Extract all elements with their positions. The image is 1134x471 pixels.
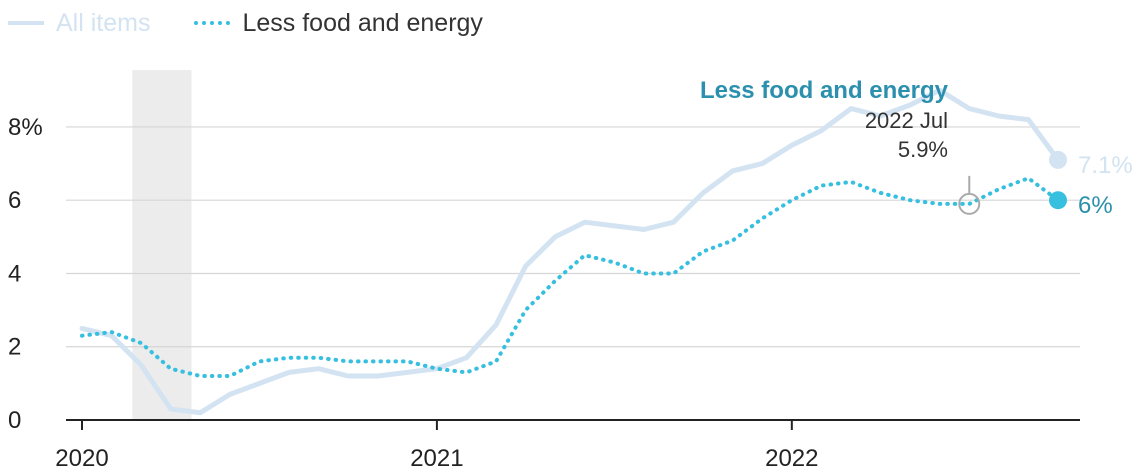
grid-layer xyxy=(66,126,1080,348)
x-tick-label: 2020 xyxy=(55,445,108,471)
series-end-marker xyxy=(1049,150,1067,169)
y-tick-label: 4 xyxy=(8,260,21,287)
annotation-date: 2022 Jul xyxy=(865,108,948,133)
legend-label: All items xyxy=(56,8,151,37)
annotation-value: 5.9% xyxy=(898,137,948,162)
legend-item-all-items: All items xyxy=(8,9,150,38)
annotation-layer: Less food and energy 2022 Jul 5.9% xyxy=(700,77,981,215)
series-end-label: 7.1% xyxy=(1078,152,1133,179)
y-tick-label: 6 xyxy=(8,187,21,214)
y-tick-label: 8% xyxy=(8,114,43,141)
series-line-less-food-and-energy xyxy=(80,176,1060,378)
series-line-all-items xyxy=(79,87,1061,416)
x-tick-label: 2021 xyxy=(410,445,463,471)
series-end-label: 6% xyxy=(1078,192,1113,219)
legend-swatch xyxy=(194,21,231,25)
x-tick-label: 2022 xyxy=(765,445,818,471)
legend-item-less-food-and-energy: Less food and energy xyxy=(194,8,483,38)
legend-label: Less food and energy xyxy=(242,8,483,37)
legend-swatch xyxy=(8,21,44,25)
y-tick-label: 2 xyxy=(8,334,21,361)
annotation-title: Less food and energy xyxy=(700,77,949,104)
series-end-marker xyxy=(1049,191,1067,210)
y-tick-label: 0 xyxy=(8,407,21,434)
legend: All items Less food and energy xyxy=(8,6,527,40)
series-layer: 7.1% 6% xyxy=(79,87,1133,416)
